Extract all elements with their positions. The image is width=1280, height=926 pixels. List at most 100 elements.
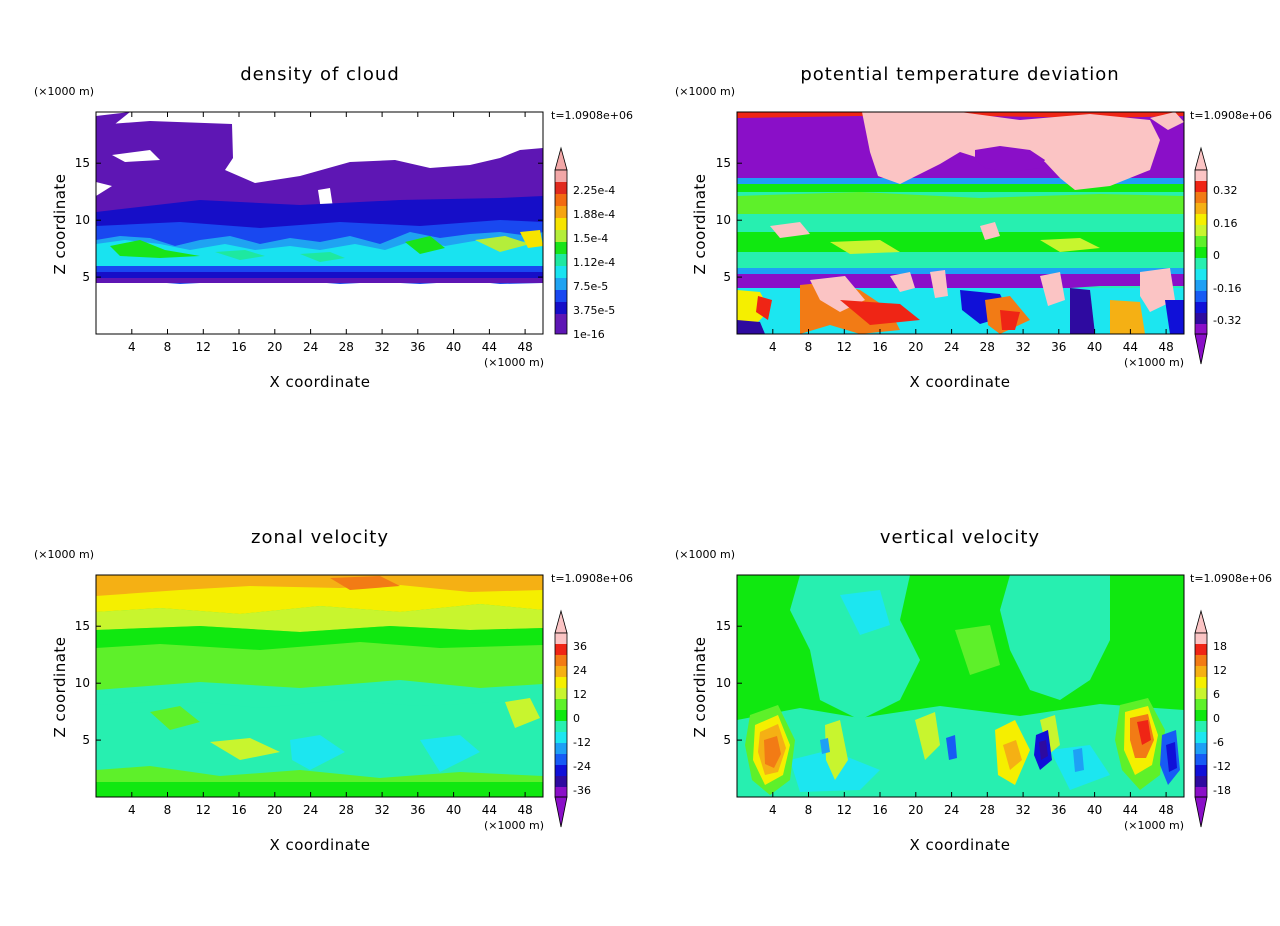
colorbar-label: 1e-16 <box>573 328 605 341</box>
x-tick-label: 24 <box>303 340 318 354</box>
x-tick-label: 28 <box>980 803 995 817</box>
y-tick-label: 15 <box>716 619 731 633</box>
y-axis: 5 10 15 Z coordinate <box>691 619 742 747</box>
panel-density-of-cloud: density of cloud (×1000 m) t=1.0908e+06 <box>34 64 633 391</box>
x-tick-label: 12 <box>196 340 211 354</box>
colorbar-label: -18 <box>1213 784 1231 797</box>
colorbar-label: 7.5e-5 <box>573 280 608 293</box>
x-axis: 4 8 12 16 20 24 28 32 36 40 44 48 (×1000… <box>128 112 544 391</box>
y-tick-label: 5 <box>82 733 90 747</box>
y-tick-label: 15 <box>716 156 731 170</box>
colorbar-label: 0.32 <box>1213 184 1238 197</box>
x-tick-label: 12 <box>837 340 852 354</box>
x-tick-label: 48 <box>1158 803 1173 817</box>
x-axis: 4 8 12 16 20 24 28 32 36 40 44 48 (×1000… <box>769 329 1184 391</box>
x-tick-label: 24 <box>303 803 318 817</box>
y-tick-label: 15 <box>75 619 90 633</box>
time-label: t=1.0908e+06 <box>551 109 633 122</box>
x-tick-label: 24 <box>944 340 959 354</box>
x-tick-label: 24 <box>944 803 959 817</box>
colorbar-label: 24 <box>573 664 587 677</box>
x-tick-label: 48 <box>517 340 532 354</box>
colorbar-label: -0.16 <box>1213 282 1241 295</box>
time-label: t=1.0908e+06 <box>551 572 633 585</box>
x-tick-label: 44 <box>1123 803 1138 817</box>
colorbar-label: 2.25e-4 <box>573 184 615 197</box>
y-tick-label: 10 <box>75 676 90 690</box>
colorbar-label: 0 <box>1213 249 1220 262</box>
colorbar-label: 0.16 <box>1213 217 1238 230</box>
colorbar-label: 0 <box>1213 712 1220 725</box>
colorbar: 2.25e-4 1.88e-4 1.5e-4 1.12e-4 7.5e-5 3.… <box>554 146 615 341</box>
x-unit-label: (×1000 m) <box>1124 356 1184 369</box>
x-tick-label: 44 <box>1123 340 1138 354</box>
x-tick-label: 16 <box>872 803 887 817</box>
x-tick-label: 48 <box>517 803 532 817</box>
field-plot <box>737 575 1184 797</box>
y-tick-label: 10 <box>716 213 731 227</box>
x-tick-label: 36 <box>1051 803 1066 817</box>
x-tick-label: 32 <box>374 340 389 354</box>
x-axis-title: X coordinate <box>909 836 1010 854</box>
y-unit-label: (×1000 m) <box>675 548 735 561</box>
x-tick-label: 32 <box>374 803 389 817</box>
x-tick-label: 44 <box>482 803 497 817</box>
colorbar-label: -12 <box>1213 760 1231 773</box>
x-axis-title: X coordinate <box>269 373 370 391</box>
panel-zonal-velocity: zonal velocity (×1000 m) t=1.0908e+06 <box>34 527 633 854</box>
y-axis-title: Z coordinate <box>691 636 709 737</box>
x-tick-label: 40 <box>1087 340 1102 354</box>
panel-vertical-velocity: vertical velocity (×1000 m) t=1.0908e+06 <box>675 527 1272 854</box>
y-axis: 5 10 15 Z coordinate <box>51 156 543 284</box>
x-tick-label: 8 <box>164 803 172 817</box>
colorbar-label: 12 <box>1213 664 1227 677</box>
x-tick-label: 28 <box>980 340 995 354</box>
x-tick-label: 40 <box>446 340 461 354</box>
colorbar: 0.32 0.16 0 -0.16 -0.32 <box>1194 146 1241 365</box>
x-tick-label: 44 <box>482 340 497 354</box>
colorbar-top-cap <box>1194 146 1208 171</box>
y-tick-label: 15 <box>75 156 90 170</box>
x-tick-label: 4 <box>769 803 777 817</box>
x-tick-label: 12 <box>196 803 211 817</box>
x-tick-label: 40 <box>446 803 461 817</box>
colorbar-label: 12 <box>573 688 587 701</box>
x-axis-title: X coordinate <box>269 836 370 854</box>
x-tick-label: 20 <box>267 803 282 817</box>
x-tick-label: 16 <box>231 803 246 817</box>
x-tick-label: 36 <box>1051 340 1066 354</box>
colorbar-bottom-cap <box>1194 796 1208 828</box>
plot-frame <box>736 111 1185 335</box>
x-axis: 4 8 12 16 20 24 28 32 36 40 44 48 (×1000… <box>769 792 1184 854</box>
x-axis: 4 8 12 16 20 24 28 32 36 40 44 48 (×1000… <box>128 792 544 854</box>
colorbar-label: -36 <box>573 784 591 797</box>
x-tick-label: 4 <box>128 803 136 817</box>
y-axis-title: Z coordinate <box>691 173 709 274</box>
y-unit-label: (×1000 m) <box>34 85 94 98</box>
y-tick-label: 5 <box>723 733 731 747</box>
colorbar-label: 18 <box>1213 640 1227 653</box>
colorbar-top-cap <box>1194 609 1208 634</box>
y-tick-label: 5 <box>723 270 731 284</box>
colorbar-label: 3.75e-5 <box>573 304 615 317</box>
y-unit-label: (×1000 m) <box>34 548 94 561</box>
x-tick-label: 4 <box>769 340 777 354</box>
x-tick-label: 12 <box>837 803 852 817</box>
colorbar-label: 1.12e-4 <box>573 256 615 269</box>
x-unit-label: (×1000 m) <box>1124 819 1184 832</box>
colorbar: 36 24 12 0 -12 -24 -36 <box>554 609 591 828</box>
x-tick-label: 32 <box>1015 803 1030 817</box>
colorbar: 18 12 6 0 -6 -12 -18 <box>1194 609 1231 828</box>
field-plot <box>96 575 543 797</box>
field-plot <box>96 112 543 334</box>
x-tick-label: 28 <box>339 340 354 354</box>
colorbar-bottom-cap <box>1194 333 1208 365</box>
colorbar-label: 0 <box>573 712 580 725</box>
colorbar-bottom-cap <box>554 796 568 828</box>
y-axis: 5 10 15 Z coordinate <box>691 156 742 284</box>
x-tick-label: 40 <box>1087 803 1102 817</box>
plot-frame <box>95 111 544 335</box>
panel-title: density of cloud <box>240 64 400 85</box>
y-unit-label: (×1000 m) <box>675 85 735 98</box>
x-tick-label: 20 <box>267 340 282 354</box>
